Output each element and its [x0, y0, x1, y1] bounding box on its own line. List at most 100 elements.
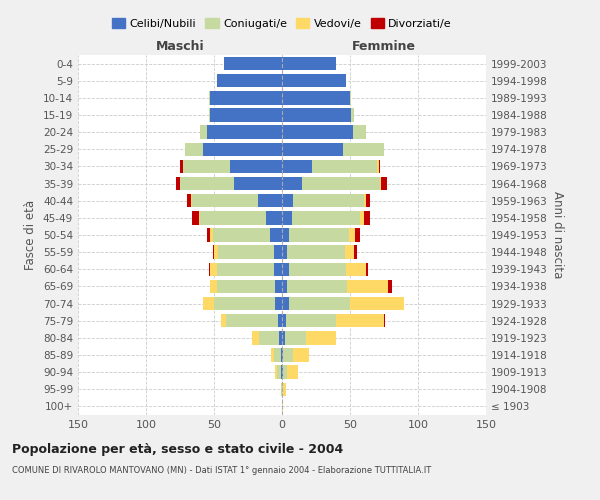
Bar	[287, 246, 344, 259]
Bar	[183, 160, 230, 173]
Bar	[210, 262, 217, 276]
Bar	[271, 348, 274, 362]
Bar	[282, 142, 343, 156]
Bar	[287, 366, 298, 379]
Bar	[367, 262, 368, 276]
Bar	[350, 297, 404, 310]
Bar	[176, 177, 180, 190]
Bar	[307, 331, 337, 344]
Bar	[349, 228, 355, 241]
Text: Maschi: Maschi	[155, 40, 205, 52]
Bar	[282, 262, 289, 276]
Bar	[191, 194, 192, 207]
Bar	[192, 194, 257, 207]
Legend: Celibi/Nubili, Coniugati/e, Vedovi/e, Divorziati/e: Celibi/Nubili, Coniugati/e, Vedovi/e, Di…	[107, 14, 457, 34]
Bar	[275, 366, 277, 379]
Bar	[302, 177, 380, 190]
Bar	[354, 246, 357, 259]
Bar	[289, 228, 349, 241]
Bar	[282, 194, 293, 207]
Bar	[274, 262, 282, 276]
Bar	[347, 280, 388, 293]
Bar	[218, 246, 274, 259]
Bar	[281, 382, 282, 396]
Bar	[282, 280, 287, 293]
Bar	[180, 160, 183, 173]
Bar	[377, 160, 379, 173]
Bar	[275, 297, 282, 310]
Bar	[282, 366, 283, 379]
Bar	[187, 194, 191, 207]
Bar	[282, 314, 286, 328]
Bar	[289, 297, 350, 310]
Bar	[221, 314, 226, 328]
Bar	[180, 177, 235, 190]
Bar	[367, 194, 370, 207]
Bar	[210, 280, 217, 293]
Bar	[278, 314, 282, 328]
Bar	[257, 194, 282, 207]
Bar	[200, 126, 207, 139]
Bar	[364, 194, 367, 207]
Text: Popolazione per età, sesso e stato civile - 2004: Popolazione per età, sesso e stato civil…	[12, 442, 343, 456]
Bar	[270, 228, 282, 241]
Bar	[343, 142, 384, 156]
Bar	[282, 74, 346, 88]
Bar	[287, 280, 347, 293]
Bar	[350, 91, 352, 104]
Bar	[282, 297, 289, 310]
Bar	[292, 211, 359, 224]
Bar	[355, 228, 359, 241]
Bar	[282, 57, 337, 70]
Bar	[282, 382, 283, 396]
Bar	[282, 331, 285, 344]
Bar	[293, 194, 364, 207]
Bar	[259, 331, 279, 344]
Bar	[212, 246, 214, 259]
Bar	[203, 297, 214, 310]
Text: COMUNE DI RIVAROLO MANTOVANO (MN) - Dati ISTAT 1° gennaio 2004 - Elaborazione TU: COMUNE DI RIVAROLO MANTOVANO (MN) - Dati…	[12, 466, 431, 475]
Bar	[379, 160, 380, 173]
Bar	[217, 280, 275, 293]
Bar	[282, 228, 289, 241]
Bar	[281, 366, 282, 379]
Y-axis label: Fasce di età: Fasce di età	[25, 200, 37, 270]
Bar	[275, 280, 282, 293]
Bar	[283, 348, 293, 362]
Bar	[381, 177, 387, 190]
Bar	[282, 126, 353, 139]
Bar	[210, 108, 282, 122]
Bar	[277, 366, 281, 379]
Bar	[353, 126, 367, 139]
Bar	[217, 74, 282, 88]
Bar	[282, 211, 292, 224]
Bar	[217, 262, 274, 276]
Bar	[346, 262, 367, 276]
Bar	[285, 331, 307, 344]
Bar	[235, 177, 282, 190]
Bar	[286, 314, 337, 328]
Text: Femmine: Femmine	[352, 40, 416, 52]
Bar	[380, 177, 381, 190]
Bar	[274, 246, 282, 259]
Bar	[352, 108, 354, 122]
Bar	[282, 400, 283, 413]
Bar	[252, 331, 259, 344]
Bar	[384, 314, 385, 328]
Bar	[283, 382, 286, 396]
Bar	[207, 228, 210, 241]
Bar	[282, 91, 350, 104]
Bar	[185, 142, 203, 156]
Bar	[210, 228, 212, 241]
Bar	[282, 246, 287, 259]
Bar	[281, 348, 282, 362]
Bar	[207, 126, 282, 139]
Bar	[344, 246, 354, 259]
Bar	[293, 348, 309, 362]
Bar	[226, 314, 278, 328]
Bar	[388, 280, 392, 293]
Bar	[200, 211, 266, 224]
Bar	[359, 211, 364, 224]
Bar	[230, 160, 282, 173]
Bar	[283, 366, 287, 379]
